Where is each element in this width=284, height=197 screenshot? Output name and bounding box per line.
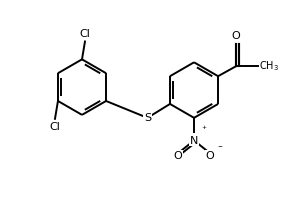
Text: S: S (144, 113, 151, 123)
Text: $^+$: $^+$ (200, 125, 208, 134)
Text: $\mathdefault{N}$: $\mathdefault{N}$ (189, 134, 199, 146)
Text: Cl: Cl (49, 122, 60, 132)
Text: O: O (231, 32, 240, 42)
Text: O: O (174, 151, 183, 161)
Text: $^-$: $^-$ (216, 143, 224, 151)
Text: Cl: Cl (80, 29, 90, 38)
Text: O: O (206, 151, 214, 161)
Text: CH$_3$: CH$_3$ (259, 59, 279, 73)
